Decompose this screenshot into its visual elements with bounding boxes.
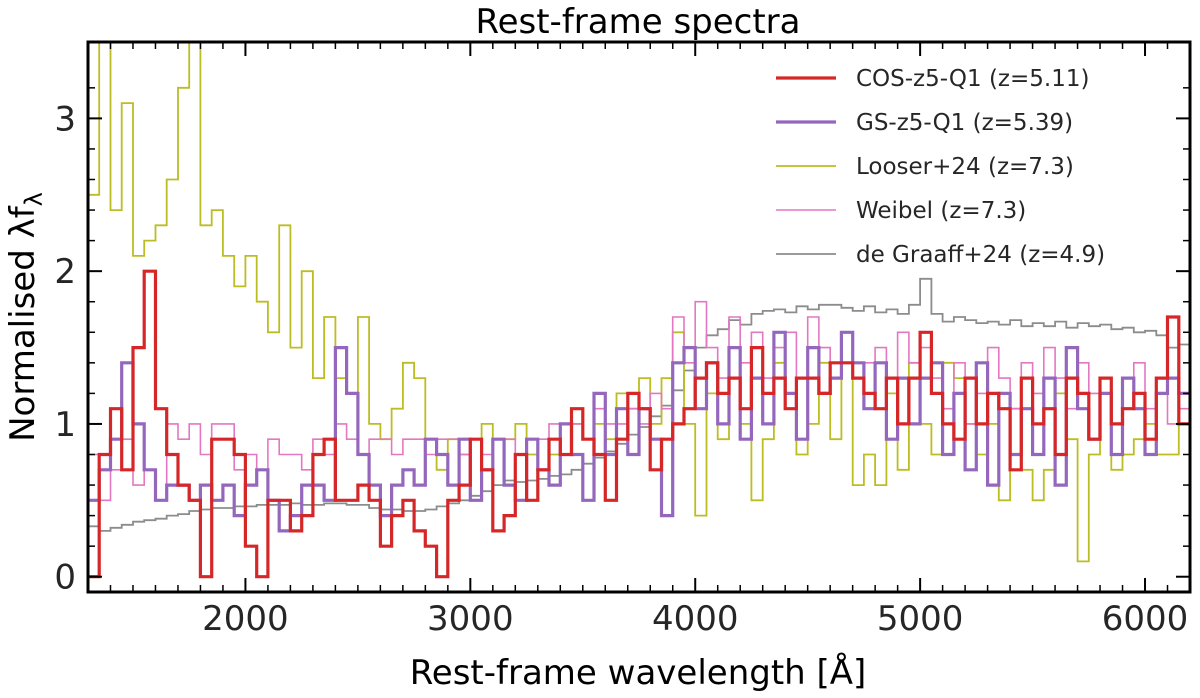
tick-layer <box>88 42 1190 592</box>
x-tick-label: 3000 <box>427 599 514 639</box>
legend-label-1: COS-z5-Q1 (z=5.11) <box>856 66 1089 92</box>
legend-label-5: de Graaff+24 (z=4.9) <box>856 242 1105 268</box>
y-tick-label: 3 <box>54 99 76 139</box>
y-axis-label-main: Normalised λf <box>3 205 43 442</box>
legend-label-2: GS-z5-Q1 (z=5.39) <box>856 110 1073 136</box>
x-axis-label: Rest-frame wavelength [Å] <box>410 652 867 693</box>
x-tick-label: 5000 <box>877 599 964 639</box>
x-tick-label: 4000 <box>652 599 739 639</box>
series-layer <box>88 42 1190 579</box>
series-line-1 <box>88 269 1190 579</box>
y-axis-label: Normalised λfλ <box>3 192 48 442</box>
legend: COS-z5-Q1 (z=5.11) GS-z5-Q1 (z=5.39) Loose… <box>776 66 1105 268</box>
legend-label-4: Weibel (z=7.3) <box>856 198 1026 224</box>
y-tick-labels: 0 1 2 3 <box>54 99 76 597</box>
series-line-3 <box>88 42 1190 563</box>
y-axis-label-subscript: λ <box>20 192 48 206</box>
y-tick-label: 2 <box>54 252 76 292</box>
y-tick-label: 0 <box>54 558 76 598</box>
x-tick-label: 2000 <box>202 599 289 639</box>
x-tick-labels: 2000 3000 4000 5000 6000 <box>202 599 1188 639</box>
y-tick-label: 1 <box>54 405 76 445</box>
legend-label-3: Looser+24 (z=7.3) <box>856 154 1074 180</box>
x-tick-label: 6000 <box>1102 599 1189 639</box>
chart-title: Rest-frame spectra <box>475 2 800 42</box>
plot-frame <box>86 40 1192 594</box>
